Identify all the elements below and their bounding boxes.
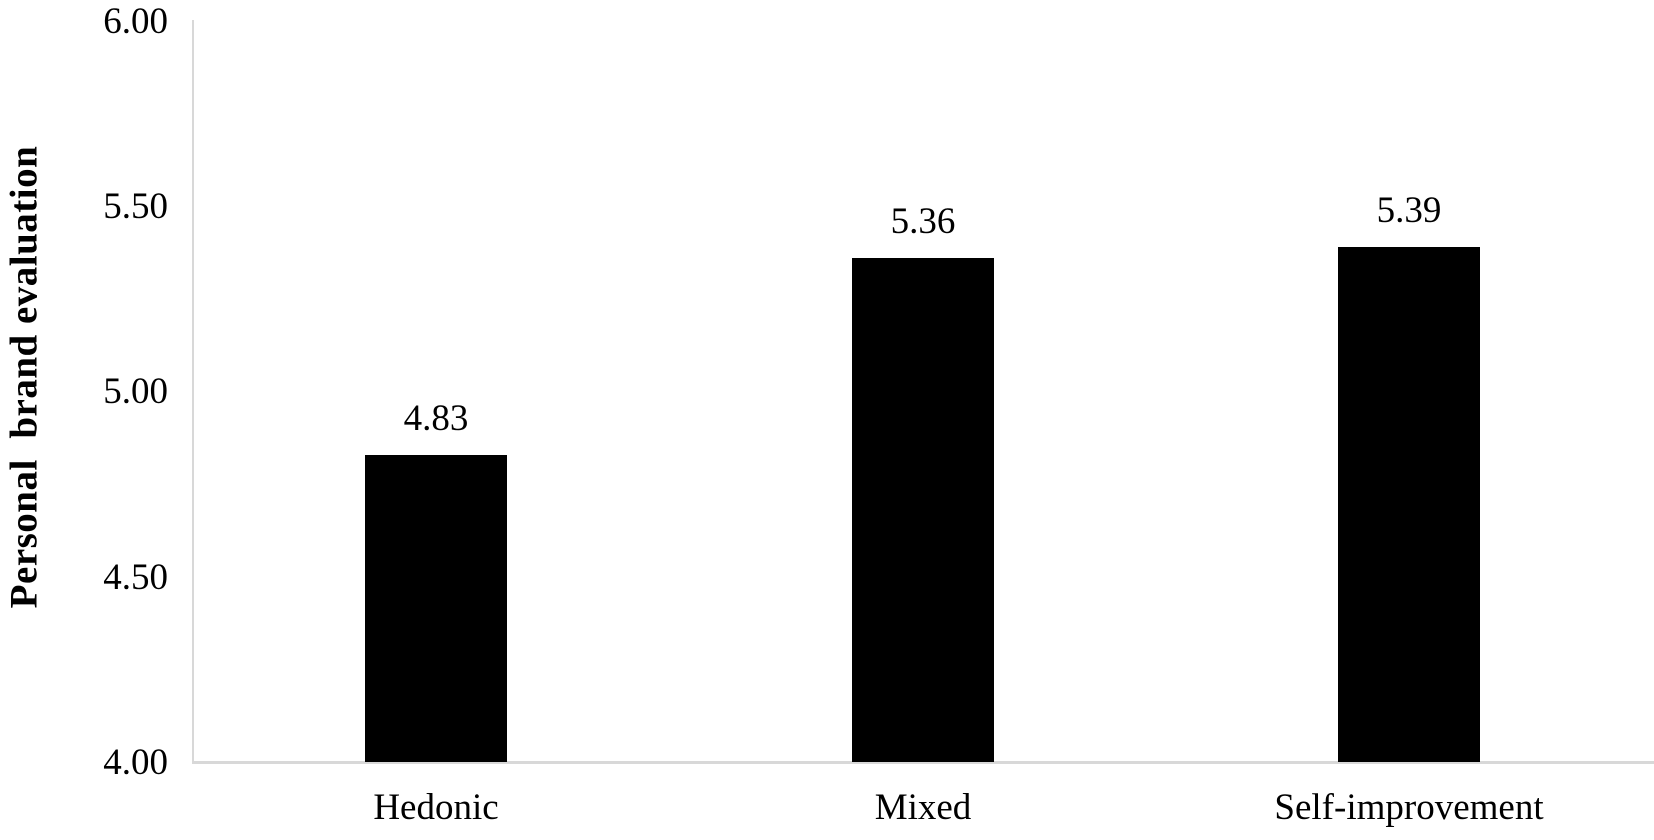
bar-hedonic [365, 454, 507, 762]
bar-group-hedonic: 4.83 [326, 397, 546, 762]
x-category-label: Mixed [874, 787, 972, 828]
y-tick-label: 6.00 [103, 1, 168, 42]
bar-value-label: 5.36 [890, 201, 956, 243]
y-tick-label: 5.00 [103, 371, 168, 412]
bar-mixed [852, 258, 994, 762]
bar-self-improvement [1338, 247, 1480, 762]
bar-group-mixed: 5.36 [813, 201, 1033, 762]
y-axis-line [192, 20, 194, 764]
y-tick-label: 4.00 [103, 742, 168, 783]
bar-value-label: 5.39 [1376, 190, 1442, 231]
y-tick-label: 4.50 [103, 557, 168, 598]
y-tick-label: 5.50 [103, 186, 168, 227]
bar-value-label: 4.83 [403, 397, 469, 439]
x-axis-line [192, 761, 1654, 764]
x-category-label: Self-improvement [1274, 787, 1544, 828]
x-category-label: Hedonic [373, 787, 499, 828]
bar-group-self-improvement: 5.39 [1299, 190, 1519, 762]
